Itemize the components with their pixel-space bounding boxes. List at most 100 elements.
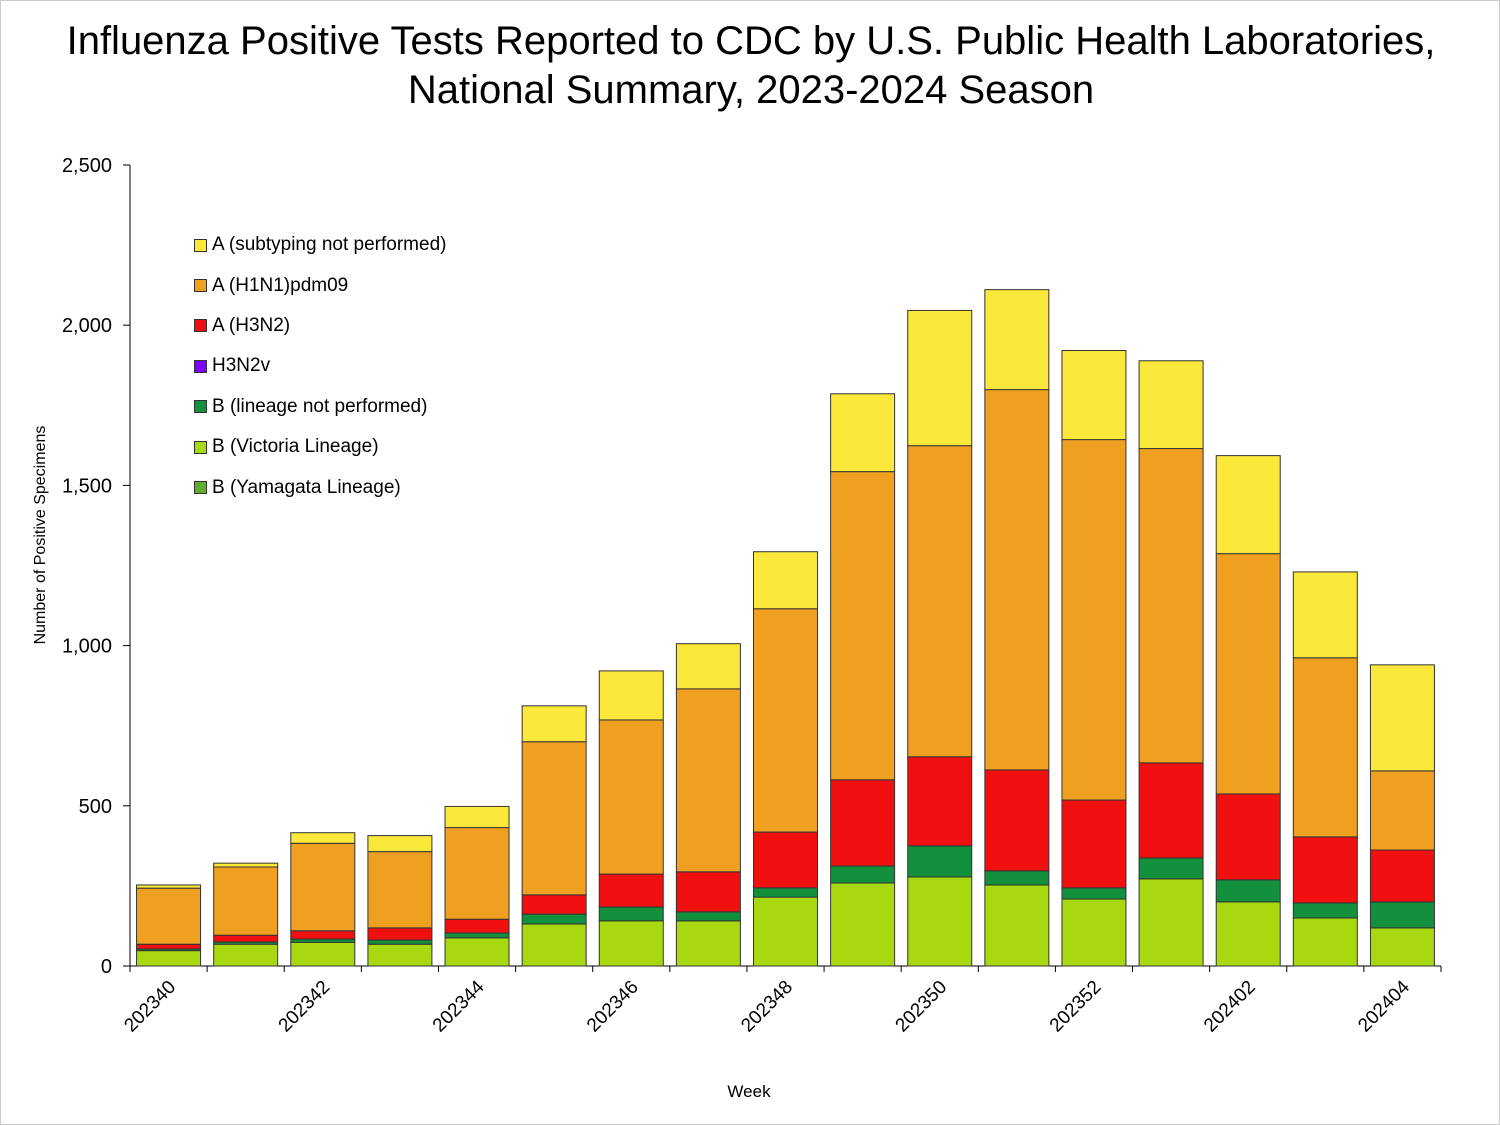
bar-segment	[1061, 350, 1127, 441]
bar-segment	[444, 827, 510, 920]
bar-segment	[984, 389, 1050, 771]
bar-segment	[1369, 849, 1435, 903]
legend-label: B (Victoria Lineage)	[212, 436, 379, 458]
bar-segment	[1215, 553, 1281, 795]
x-tick-label: 202346	[583, 977, 643, 1037]
bar-segment	[1292, 917, 1358, 967]
legend-item: H3N2v	[194, 346, 446, 386]
bar-segment	[136, 887, 202, 945]
bar-segment	[1369, 664, 1435, 772]
bar-segment	[1369, 770, 1435, 851]
x-tick-label: 202342	[275, 977, 335, 1037]
bar-segment	[1138, 857, 1204, 880]
bar-segment	[1215, 901, 1281, 967]
bar-segment	[1215, 879, 1281, 903]
bar-segment	[290, 842, 356, 932]
x-tick-label: 202340	[120, 977, 180, 1037]
bar-segment	[367, 851, 433, 929]
legend-swatch	[194, 319, 207, 333]
legend-swatch	[194, 359, 207, 373]
legend-item: B (Yamagata Lineage)	[194, 467, 446, 507]
bar-segment	[521, 923, 587, 967]
bar-segment	[521, 741, 587, 896]
bar-segment	[675, 688, 741, 873]
bar-segment	[675, 871, 741, 913]
bar-segment	[367, 835, 433, 853]
bar-segment	[1292, 836, 1358, 904]
bar-segment	[521, 705, 587, 743]
y-axis-label: Number of Positive Specimens	[32, 425, 49, 645]
bar-segment	[444, 937, 510, 967]
bar-segment	[444, 805, 510, 829]
bar-segment	[830, 779, 896, 867]
x-tick-label: 202402	[1200, 977, 1260, 1037]
bar-segment	[1292, 657, 1358, 838]
bar-segment	[675, 920, 741, 967]
bar-segment	[213, 934, 279, 943]
legend-item: A (H3N2)	[194, 306, 446, 346]
bar-segment	[907, 309, 973, 447]
legend-label: A (H1N1)pdm09	[212, 274, 349, 296]
bar-segment	[367, 943, 433, 967]
bar-segment	[1369, 901, 1435, 929]
y-tick-label: 2,000	[62, 315, 112, 337]
bar-segment	[136, 950, 202, 967]
bar-segment	[1061, 799, 1127, 889]
x-tick-label: 202344	[429, 976, 489, 1036]
x-tick-label: 202348	[737, 977, 797, 1037]
bar-segment	[907, 845, 973, 878]
bar-segment	[136, 943, 202, 950]
bar-segment	[675, 643, 741, 690]
bar-segment	[753, 896, 818, 967]
bar-segment	[598, 873, 664, 908]
bar-segment	[598, 719, 664, 875]
bar-segment	[907, 756, 973, 847]
bar-segment	[984, 769, 1050, 872]
bar-segment	[984, 884, 1050, 967]
legend-swatch	[194, 238, 207, 252]
legend-item: A (subtyping not performed)	[194, 225, 446, 265]
bar-segment	[521, 894, 587, 915]
legend-swatch	[194, 440, 207, 454]
legend-label: H3N2v	[212, 355, 271, 377]
bar-segment	[753, 887, 818, 898]
y-tick-label: 1,000	[62, 636, 112, 658]
y-tick-label: 2,500	[62, 155, 112, 177]
bar-segment	[1138, 762, 1204, 859]
legend-swatch	[194, 481, 207, 495]
legend-label: A (subtyping not performed)	[212, 234, 447, 256]
x-axis-label: Week	[727, 1082, 771, 1101]
legend-item: B (Victoria Lineage)	[194, 427, 446, 467]
bar-segment	[907, 876, 973, 967]
bar-segment	[521, 913, 587, 925]
bar-segment	[367, 927, 433, 941]
bar-segment	[1138, 360, 1204, 450]
bar-segment	[290, 941, 356, 967]
bar-segment	[830, 865, 896, 884]
bar-segment	[444, 918, 510, 934]
bar-segment	[984, 289, 1050, 391]
bar-segment	[830, 471, 896, 781]
bar-segment	[675, 911, 741, 922]
bar-segment	[907, 445, 973, 758]
bar-segment	[1292, 571, 1358, 659]
legend-item: A (H1N1)pdm09	[194, 265, 446, 305]
bar-segment	[1061, 439, 1127, 801]
legend: A (subtyping not performed) A (H1N1)pdm09…	[194, 225, 446, 508]
legend-label: A (H3N2)	[212, 314, 291, 336]
bar-segment	[1138, 448, 1204, 764]
bar-segment	[1369, 927, 1435, 967]
bar-segment	[598, 920, 664, 967]
bar-segment	[213, 866, 279, 936]
legend-label: B (Yamagata Lineage)	[212, 476, 401, 498]
legend-swatch	[194, 400, 207, 414]
bar-segment	[753, 608, 818, 833]
bar-segment	[290, 930, 356, 940]
legend-item: B (lineage not performed)	[194, 387, 446, 427]
bar-segment	[1061, 898, 1127, 967]
bar-segment	[213, 862, 279, 868]
bar-segment	[1292, 902, 1358, 919]
x-tick-label: 202352	[1046, 977, 1106, 1037]
